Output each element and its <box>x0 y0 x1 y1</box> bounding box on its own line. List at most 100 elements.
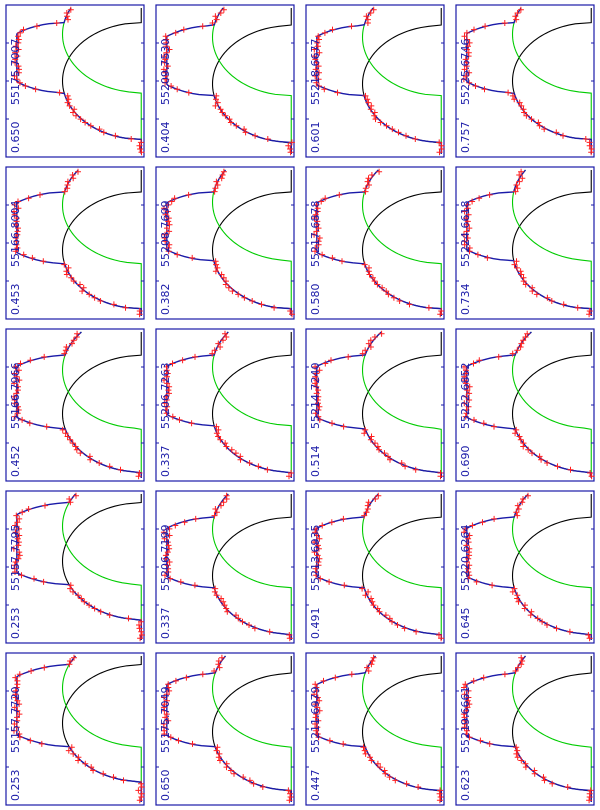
model-fit-curve <box>316 169 442 316</box>
observed-point <box>169 360 176 367</box>
observed-point <box>233 122 240 129</box>
observed-point <box>13 373 20 380</box>
observed-point <box>465 555 472 562</box>
observed-point <box>27 357 34 364</box>
observed-point <box>471 26 477 33</box>
observed-point <box>220 598 227 605</box>
component-b-curve <box>511 169 592 316</box>
observed-point <box>218 654 225 661</box>
panel-date-label: 55217.6878 <box>309 201 322 267</box>
observed-point <box>362 592 369 599</box>
model-fit-curve <box>466 493 592 640</box>
observed-point <box>11 201 18 208</box>
panel-phase-label: 0.447 <box>309 770 322 802</box>
panel-55220.6264: 55220.6264 0.645 <box>455 490 595 644</box>
observed-point <box>165 387 172 394</box>
observed-point <box>37 191 43 198</box>
observed-point <box>167 734 174 741</box>
observed-point <box>511 261 518 268</box>
observed-point <box>313 228 320 235</box>
observed-point <box>315 734 322 741</box>
observed-point <box>512 668 519 674</box>
observed-point <box>520 106 527 113</box>
observed-point <box>72 443 79 450</box>
observed-point <box>166 559 173 565</box>
observed-point <box>312 66 319 73</box>
observed-point <box>564 784 571 790</box>
component-b-curve <box>361 655 442 802</box>
observed-point <box>161 205 167 212</box>
panel-date-label: 55175.7049 <box>159 687 172 753</box>
observed-point <box>436 149 443 156</box>
panel-55157.7720: 55157.7720 0.253 <box>5 652 145 806</box>
observed-point <box>495 353 502 360</box>
observed-point <box>192 353 198 360</box>
observed-point <box>567 466 574 473</box>
panel-phase-label: 0.650 <box>159 770 172 802</box>
observed-point <box>312 714 319 721</box>
observed-point <box>174 251 181 258</box>
observed-point <box>465 403 472 410</box>
observed-point <box>289 311 295 318</box>
observed-point <box>339 258 345 265</box>
observed-point <box>461 684 467 691</box>
observed-point <box>185 89 192 96</box>
observed-point <box>249 298 256 304</box>
panel-phase-label: 0.580 <box>309 284 322 316</box>
observed-point <box>14 231 21 238</box>
observed-point <box>164 549 171 556</box>
observed-point <box>163 393 169 400</box>
component-b-curve <box>511 655 592 802</box>
observed-point <box>511 585 518 592</box>
observed-point <box>513 509 520 516</box>
observed-point <box>211 588 218 595</box>
observed-point <box>322 360 329 367</box>
observed-point <box>16 701 23 708</box>
panel-55211.6979: 55211.6979 0.447 <box>305 652 445 806</box>
observed-point <box>138 784 145 790</box>
observed-point <box>437 311 444 318</box>
observed-point <box>271 304 278 311</box>
observed-point <box>10 393 17 400</box>
observed-point <box>25 506 32 512</box>
observed-point <box>163 49 170 56</box>
observed-point <box>11 704 18 711</box>
observed-point <box>166 241 173 248</box>
observed-point <box>560 132 566 139</box>
observed-points <box>461 492 593 642</box>
observed-point <box>136 797 143 804</box>
observed-point <box>212 506 219 512</box>
observed-point <box>172 29 179 36</box>
observed-point <box>233 612 239 619</box>
observed-point <box>482 23 489 30</box>
observed-point <box>321 86 328 93</box>
observed-point <box>163 397 170 403</box>
observed-point <box>67 585 74 592</box>
observed-points <box>161 330 294 480</box>
panel-phase-label: 0.253 <box>9 608 22 640</box>
observed-point <box>582 136 589 142</box>
observed-point <box>217 757 223 764</box>
observed-point <box>365 175 372 182</box>
observed-point <box>314 532 320 539</box>
observed-point <box>162 211 169 218</box>
observed-point <box>226 116 233 123</box>
observed-point <box>16 525 22 532</box>
observed-point <box>491 423 497 430</box>
observed-points <box>160 6 295 156</box>
observed-point <box>389 618 395 625</box>
observed-point <box>513 744 520 751</box>
observed-point <box>15 39 22 46</box>
observed-point <box>509 588 516 595</box>
observed-point <box>77 281 83 288</box>
observed-point <box>374 760 381 767</box>
observed-point <box>218 175 225 182</box>
observed-point <box>20 251 27 258</box>
observed-point <box>215 754 222 761</box>
observed-point <box>471 416 477 423</box>
observed-point <box>16 79 23 86</box>
observed-point <box>462 413 469 420</box>
observed-point <box>586 635 593 642</box>
observed-point <box>367 106 374 113</box>
observed-point <box>106 612 113 619</box>
